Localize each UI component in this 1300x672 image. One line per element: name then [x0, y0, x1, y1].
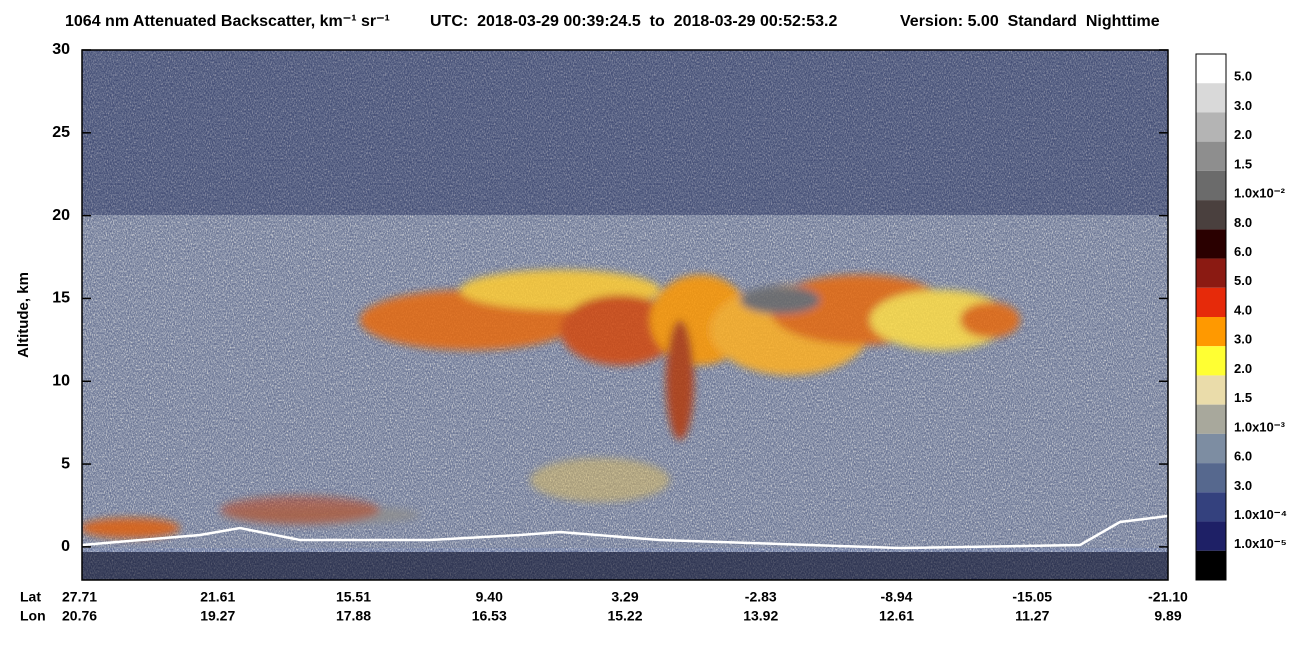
colorbar-swatch — [1196, 229, 1226, 259]
colorbar-swatch — [1196, 492, 1226, 522]
colorbar-swatch — [1196, 170, 1226, 201]
x-tick-label: 3.29 — [611, 589, 638, 605]
colorbar-swatch — [1196, 346, 1226, 376]
colorbar-swatch — [1196, 141, 1226, 171]
version: Version: 5.00 Standard Nighttime — [900, 13, 1160, 30]
y-tick-label: 25 — [52, 124, 70, 141]
x-tick-label: -21.10 — [1148, 589, 1188, 605]
colorbar-label: 3.0 — [1234, 332, 1252, 347]
x-tick-label: 21.61 — [200, 589, 235, 605]
colorbar-swatch — [1196, 550, 1226, 580]
x-tick-label: 12.61 — [879, 608, 914, 624]
colorbar-label: 2.0 — [1234, 127, 1252, 142]
x-tick-label: -15.05 — [1012, 589, 1052, 605]
colorbar-label: 6.0 — [1234, 449, 1252, 464]
colorbar-swatch — [1196, 112, 1226, 142]
colorbar-swatch — [1196, 200, 1226, 230]
time-range: UTC: 2018-03-29 00:39:24.5 to 2018-03-29… — [430, 13, 837, 30]
chart-title: 1064 nm Attenuated Backscatter, km⁻¹ sr⁻… — [65, 13, 390, 30]
colorbar-label: 2.0 — [1234, 361, 1252, 376]
colorbar-swatch — [1196, 521, 1226, 551]
colorbar-frame — [1195, 53, 1227, 581]
backscatter-image — [82, 50, 1168, 580]
x-tick-label: 9.40 — [476, 589, 503, 605]
colorbar-swatch — [1196, 54, 1226, 84]
x-tick-label: -2.83 — [745, 589, 777, 605]
x-tick-label: -8.94 — [881, 589, 913, 605]
x-tick-label: 9.89 — [1154, 608, 1181, 624]
x-tick-label: 15.22 — [607, 608, 642, 624]
x-tick-label: 16.53 — [472, 608, 507, 624]
y-axis-label: Altitude, km — [15, 272, 32, 358]
colorbar-swatch — [1196, 404, 1226, 434]
colorbar-label: 5.0 — [1234, 69, 1252, 84]
colorbar-swatch — [1196, 258, 1226, 288]
colorbar-swatch — [1196, 83, 1226, 113]
colorbar-label: 1.0x10⁻² — [1234, 186, 1286, 201]
colorbar-swatch — [1196, 287, 1226, 317]
colorbar-label: 6.0 — [1234, 244, 1252, 259]
colorbar-label: 5.0 — [1234, 273, 1252, 288]
x-tick-label: 17.88 — [336, 608, 371, 624]
y-tick-label: 10 — [52, 372, 70, 389]
colorbar-label: 1.0x10⁻³ — [1234, 419, 1286, 434]
x-tick-label: 15.51 — [336, 589, 371, 605]
colorbar-label: 1.5 — [1234, 390, 1252, 405]
x-tick-label: 27.71 — [62, 589, 97, 605]
x-row-name: Lat — [20, 589, 41, 605]
colorbar-label: 8.0 — [1234, 215, 1252, 230]
plot-frame — [81, 49, 1169, 581]
colorbar-swatch — [1196, 433, 1226, 464]
colorbar-label: 1.0x10⁻⁴ — [1234, 507, 1287, 522]
colorbar-swatch — [1196, 375, 1226, 405]
colorbar-label: 3.0 — [1234, 98, 1252, 113]
colorbar-swatch — [1196, 317, 1226, 347]
y-tick-label: 20 — [52, 207, 70, 224]
y-tick-label: 30 — [52, 41, 70, 58]
x-tick-label: 11.27 — [1015, 608, 1049, 624]
y-tick-label: 5 — [61, 455, 70, 472]
x-tick-label: 19.27 — [200, 608, 235, 624]
y-tick-label: 0 — [61, 538, 70, 555]
x-row-name: Lon — [20, 608, 46, 624]
colorbar-swatch — [1196, 463, 1226, 493]
colorbar-label: 1.0x10⁻⁵ — [1234, 536, 1287, 551]
x-tick-label: 20.76 — [62, 608, 97, 624]
colorbar-label: 3.0 — [1234, 478, 1252, 493]
colorbar-label: 1.5 — [1234, 156, 1252, 171]
y-tick-label: 15 — [52, 290, 70, 307]
x-tick-label: 13.92 — [743, 608, 778, 624]
colorbar-label: 4.0 — [1234, 302, 1252, 317]
